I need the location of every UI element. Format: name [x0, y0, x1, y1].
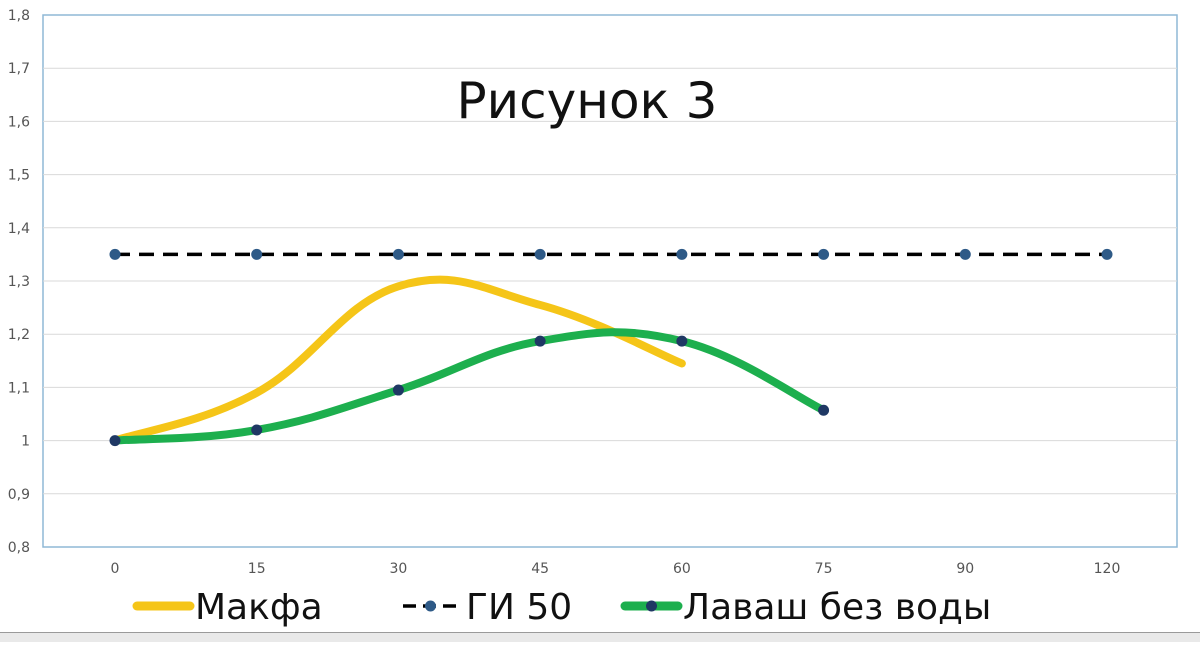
data-point [109, 435, 121, 447]
series-1 [109, 248, 1113, 260]
y-tick-label: 1,2 [8, 327, 30, 343]
y-tick-label: 1,3 [8, 274, 30, 290]
x-tick-label: 15 [248, 561, 266, 577]
y-tick-label: 1,7 [8, 61, 30, 77]
x-tick-label: 60 [673, 561, 691, 577]
legend-item: ГИ 50 [403, 587, 572, 628]
series-lines [109, 248, 1113, 447]
x-tick-label: 30 [390, 561, 408, 577]
data-point [676, 248, 688, 260]
y-tick-label: 0,9 [8, 487, 30, 503]
window-bottom-edge [0, 632, 1200, 642]
y-tick-label: 1,4 [8, 221, 30, 237]
series-line [111, 275, 686, 445]
chart-title: Рисунок 3 [457, 72, 718, 130]
legend-label: Лаваш без воды [683, 587, 991, 628]
data-point [534, 248, 546, 260]
data-point [818, 248, 830, 260]
legend: Макфа ГИ 50 Лаваш без воды [132, 587, 991, 628]
y-tick-label: 1,1 [8, 380, 30, 396]
legend-marker [425, 600, 436, 612]
y-tick-label: 1,5 [8, 168, 30, 184]
data-point [818, 404, 830, 416]
x-tick-label: 0 [111, 561, 120, 577]
legend-label: Макфа [195, 587, 323, 628]
x-tick-label: 120 [1094, 561, 1121, 577]
x-axis-ticks: 0 15 30 45 60 75 90 120 [111, 561, 1121, 577]
data-point [251, 248, 263, 260]
data-point [676, 335, 688, 347]
x-tick-label: 75 [815, 561, 833, 577]
data-point [109, 248, 121, 260]
legend-marker [646, 600, 657, 612]
y-axis-ticks: 0,8 0,9 1 1,1 1,2 1,3 1,4 1,5 1,6 1,7 1,8 [8, 8, 30, 556]
series-2 [109, 328, 830, 447]
y-tick-label: 1,8 [8, 8, 30, 24]
data-point [1101, 248, 1113, 260]
x-tick-label: 45 [531, 561, 549, 577]
data-point [959, 248, 971, 260]
y-tick-label: 1 [21, 434, 30, 450]
data-point [392, 248, 404, 260]
legend-item: Макфа [132, 587, 323, 628]
legend-label: ГИ 50 [466, 587, 572, 628]
y-tick-label: 0,8 [8, 540, 30, 556]
gridlines [43, 67, 1177, 495]
data-point [251, 424, 263, 436]
series-line [111, 328, 828, 445]
x-tick-label: 90 [956, 561, 974, 577]
data-point [392, 384, 404, 396]
y-tick-label: 1,6 [8, 114, 30, 130]
data-point [534, 335, 546, 347]
series-0 [111, 275, 686, 445]
legend-item: Лаваш без воды [620, 587, 991, 628]
